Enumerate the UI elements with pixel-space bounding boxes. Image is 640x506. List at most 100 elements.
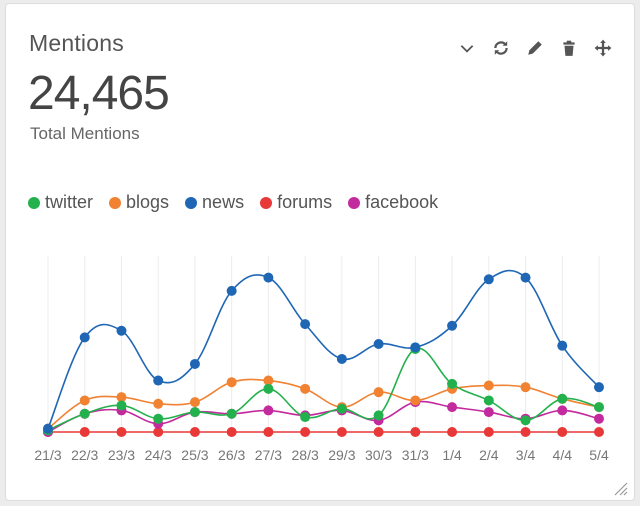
data-point-blogs[interactable] [483,380,494,391]
legend-item-twitter[interactable]: twitter [28,192,93,213]
x-tick-label: 25/3 [181,447,208,463]
total-mentions-label: Total Mentions [30,124,140,143]
series-line-news [47,269,600,429]
x-tick-label: 22/3 [71,447,98,463]
data-point-forums[interactable] [226,427,237,437]
data-point-forums[interactable] [594,427,604,437]
data-point-twitter[interactable] [373,410,384,421]
data-point-blogs[interactable] [153,398,164,409]
x-tick-label: 1/4 [442,447,462,463]
total-mentions-value: 24,465 [28,67,170,120]
series-line-facebook [47,400,600,433]
data-point-twitter[interactable] [336,403,347,414]
data-point-forums[interactable] [189,427,200,437]
refresh-button[interactable] [490,37,512,59]
data-point-forums[interactable] [116,427,127,437]
x-tick-label: 27/3 [255,447,282,463]
legend-item-facebook[interactable]: facebook [348,192,438,213]
data-point-news[interactable] [410,342,421,353]
data-point-news[interactable] [43,423,53,434]
data-point-news[interactable] [336,353,347,364]
move-button[interactable] [592,37,614,59]
data-point-twitter[interactable] [300,412,311,423]
legend-marker-blogs [109,196,122,209]
series-line-twitter [47,347,600,432]
chart-legend: twitter blogs news forums facebook [28,192,438,213]
data-point-news[interactable] [116,325,127,336]
chevron-down-icon [460,45,474,53]
data-point-facebook[interactable] [447,402,458,413]
x-tick-label: 24/3 [145,447,172,463]
resize-handle[interactable] [612,480,628,496]
data-point-forums[interactable] [263,427,274,437]
x-tick-label: 29/3 [328,447,355,463]
data-point-twitter[interactable] [226,408,237,419]
legend-item-blogs[interactable]: blogs [109,192,169,213]
legend-marker-facebook [348,196,361,209]
data-point-blogs[interactable] [79,395,90,406]
trash-icon [563,40,575,56]
legend-label: news [202,192,245,212]
data-point-twitter[interactable] [153,413,164,424]
data-point-twitter[interactable] [594,402,604,413]
data-point-news[interactable] [189,358,200,369]
data-point-forums[interactable] [520,427,531,437]
legend-item-forums[interactable]: forums [260,192,332,213]
legend-marker-news [185,196,198,209]
widget-title: Mentions [29,30,124,56]
data-point-blogs[interactable] [410,395,421,406]
data-point-news[interactable] [79,332,90,343]
x-tick-label: 3/4 [516,447,536,463]
data-point-forums[interactable] [557,427,568,437]
data-point-forums[interactable] [153,427,164,437]
legend-item-news[interactable]: news [185,192,244,213]
mentions-line-chart: 21/3 22/3 23/3 24/3 25/3 26/3 27/3 28/3 29/3 30/3… [34,256,609,463]
data-point-news[interactable] [263,272,274,283]
data-point-news[interactable] [483,274,494,285]
legend-marker-twitter [28,196,40,209]
data-point-forums[interactable] [300,427,311,437]
data-point-blogs[interactable] [520,382,531,393]
widget-toolbar [456,37,614,59]
data-point-news[interactable] [153,375,164,386]
data-point-twitter[interactable] [447,378,458,389]
data-point-blogs[interactable] [373,387,384,398]
data-point-news[interactable] [226,285,237,296]
data-point-twitter[interactable] [483,395,494,406]
data-point-forums[interactable] [447,427,458,437]
data-point-twitter[interactable] [263,383,274,394]
data-point-twitter[interactable] [116,400,127,411]
data-point-blogs[interactable] [263,375,274,386]
data-point-blogs[interactable] [116,392,127,403]
data-point-news[interactable] [300,319,311,330]
data-point-news[interactable] [594,382,604,393]
data-point-twitter[interactable] [557,393,568,404]
data-point-forums[interactable] [410,427,421,437]
data-point-twitter[interactable] [79,408,90,419]
edit-button[interactable] [524,37,546,59]
data-point-news[interactable] [557,340,568,351]
data-point-facebook[interactable] [483,407,494,418]
data-point-forums[interactable] [373,427,384,437]
data-point-blogs[interactable] [300,383,311,394]
data-point-forums[interactable] [483,427,494,437]
data-point-forums[interactable] [336,427,347,437]
data-point-forums[interactable] [79,427,90,437]
data-point-twitter[interactable] [520,415,531,426]
x-tick-label: 21/3 [34,447,61,463]
data-point-facebook[interactable] [263,405,274,416]
pencil-icon [528,41,542,55]
data-point-news[interactable] [373,339,384,350]
move-icon [594,39,612,57]
data-point-twitter[interactable] [189,407,200,418]
x-tick-label: 23/3 [108,447,135,463]
data-point-blogs[interactable] [189,397,200,408]
data-point-blogs[interactable] [226,377,237,388]
collapse-button[interactable] [456,37,478,59]
data-point-facebook[interactable] [557,405,568,416]
data-point-news[interactable] [520,272,531,283]
data-point-news[interactable] [447,320,458,331]
data-point-facebook[interactable] [594,413,604,424]
delete-button[interactable] [558,37,580,59]
x-tick-label: 28/3 [292,447,319,463]
